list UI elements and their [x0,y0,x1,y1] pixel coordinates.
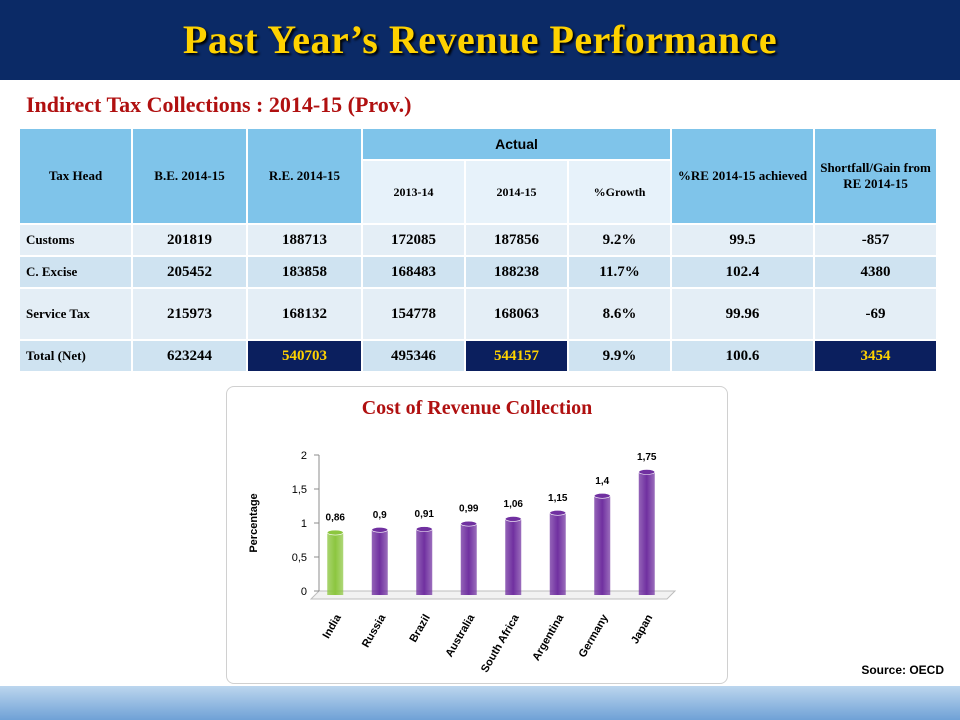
source-note: Source: OECD [861,663,944,677]
cell-re: 183858 [246,255,363,289]
x-tick-label: Germany [577,612,612,660]
data-label: 1,06 [504,499,524,510]
bottom-bar [0,686,960,720]
data-label: 0,86 [326,513,346,524]
bar-top [415,526,433,532]
cell-2014-15: 187856 [464,223,569,257]
chart-floor [309,590,677,600]
cell-growth: 9.2% [566,223,673,257]
data-label: 1,4 [595,476,609,487]
bar-russia [371,529,388,595]
bar-japan [638,472,655,595]
cell-be: 623244 [131,339,248,373]
data-label: 0,91 [415,509,435,520]
x-tick-label: Argentina [530,612,567,663]
y-tick-label: 2 [301,450,307,462]
cell-re-achieved: 100.6 [670,339,816,373]
cell-tax-head: Customs [18,223,133,257]
bar-top [549,510,567,516]
header-tax-head: Tax Head [18,127,133,225]
cell-re-achieved: 99.5 [670,223,816,257]
cell-re: 168132 [246,287,363,341]
bar-germany [594,495,611,595]
cell-2014-15: 168063 [464,287,569,341]
bar-india [327,532,344,595]
cell-tax-head: Service Tax [18,287,133,341]
cell-tax-head: Total (Net) [18,339,133,373]
bar-top [593,493,611,499]
cell-shortfall: 4380 [813,255,939,289]
cell-2013-14: 168483 [361,255,466,289]
cell-be: 215973 [131,287,248,341]
chart-panel: Cost of Revenue Collection 0 0,5 1 1,5 2 Perc… [226,386,728,684]
tax-collections-table: Tax Head B.E. 2014-15 R.E. 2014-15 Actua… [18,127,939,373]
cell-shortfall: -69 [813,287,939,341]
cell-tax-head: C. Excise [18,255,133,289]
data-label: 1,15 [548,493,568,504]
x-tick-label: India [321,612,345,641]
x-tick-label: Japan [629,612,655,646]
data-label: 0,99 [459,504,479,515]
cell-2013-14: 154778 [361,287,466,341]
cost-of-revenue-chart: 0 0,5 1 1,5 2 Percentage 0,86 India 0,9 Russia 0,9… [248,450,677,675]
y-tick-label: 0 [301,586,307,598]
header-growth: %Growth [566,159,673,225]
data-label: 1,75 [637,452,657,463]
title-bar [0,0,960,80]
header-year-2013-14: 2013-14 [361,159,466,225]
cell-shortfall: 3454 [813,339,939,373]
x-tick-label: Brazil [407,613,432,645]
bar-top [504,516,522,522]
bar-australia [460,523,477,595]
header-year-2014-15: 2014-15 [464,159,569,225]
cell-2014-15: 544157 [464,339,569,373]
bar-top [326,529,344,536]
data-label: 0,9 [373,510,387,521]
y-tick-label: 0,5 [292,552,307,564]
bar-top [371,527,389,533]
cell-2014-15: 188238 [464,255,569,289]
header-actual: Actual [360,127,673,161]
cell-growth: 11.7% [566,255,673,289]
y-tick-label: 1,5 [292,484,307,496]
cell-2013-14: 172085 [361,223,466,257]
table-row-total: Total (Net) 623244 540703 495346 544157 … [18,339,939,373]
x-tick-label: Australia [443,612,477,660]
table-row-service-tax: Service Tax 215973 168132 154778 168063 … [18,287,939,341]
cell-be: 201819 [131,223,248,257]
cell-shortfall: -857 [813,223,939,257]
cell-re-achieved: 99.96 [670,287,816,341]
table-row-customs: Customs 201819 188713 172085 187856 9.2%… [18,223,939,257]
bar-argentina [549,512,566,595]
cell-re: 540703 [246,339,363,373]
cell-be: 205452 [131,255,248,289]
y-tick-label: 1 [301,518,307,530]
cell-re-achieved: 102.4 [670,255,816,289]
bar-top [638,469,656,475]
y-axis-label: Percentage [248,493,260,552]
chart-title: Cost of Revenue Collection [361,397,593,419]
cell-growth: 8.6% [566,287,673,341]
header-shortfall: Shortfall/Gain from RE 2014-15 [813,127,939,225]
header-be: B.E. 2014-15 [131,127,248,225]
x-tick-label: South Africa [479,612,522,675]
bar-top [460,520,478,527]
cell-re: 188713 [246,223,363,257]
cell-2013-14: 495346 [361,339,466,373]
cell-growth: 9.9% [566,339,673,373]
header-re: R.E. 2014-15 [246,127,363,225]
bar-brazil [416,529,433,595]
x-tick-label: Russia [360,612,389,650]
slide-title: Past Year’s Revenue Performance [182,17,778,62]
table-subtitle: Indirect Tax Collections : 2014-15 (Prov… [26,92,412,117]
header-re-achieved: %RE 2014-15 achieved [670,127,816,225]
bar-south-africa [505,518,522,595]
table-row-excise: C. Excise 205452 183858 168483 188238 11… [18,255,939,289]
